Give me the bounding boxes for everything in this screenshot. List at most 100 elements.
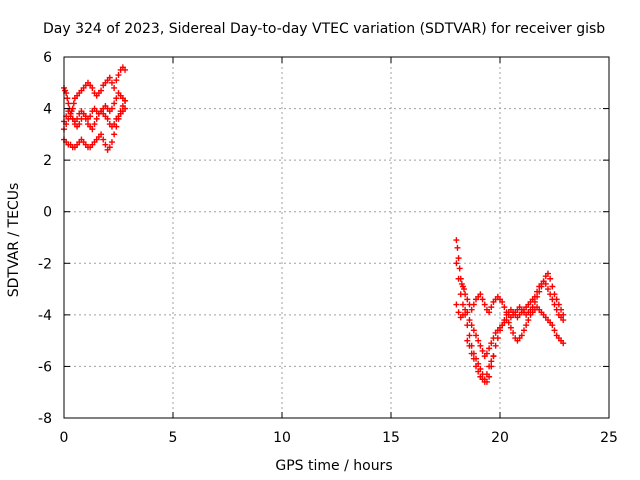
data-point bbox=[473, 332, 480, 339]
data-point bbox=[113, 123, 120, 130]
data-point bbox=[119, 102, 126, 109]
data-point bbox=[98, 131, 105, 138]
data-point bbox=[455, 309, 462, 316]
data-point bbox=[494, 335, 501, 342]
data-point bbox=[117, 108, 124, 115]
data-point bbox=[111, 131, 118, 138]
data-point bbox=[475, 368, 482, 375]
data-point bbox=[501, 304, 508, 311]
data-point bbox=[544, 286, 551, 293]
data-point bbox=[475, 337, 482, 344]
data-point bbox=[108, 105, 115, 112]
data-point bbox=[106, 144, 113, 151]
data-point bbox=[122, 66, 129, 73]
data-point bbox=[507, 324, 514, 331]
data-point bbox=[466, 317, 473, 324]
data-point bbox=[501, 317, 508, 324]
data-point bbox=[454, 244, 461, 251]
x-tick-label: 10 bbox=[273, 430, 291, 446]
data-point bbox=[523, 322, 530, 329]
y-axis-label: SDTVAR / TECUs bbox=[6, 183, 22, 298]
data-point bbox=[462, 311, 469, 318]
data-point bbox=[518, 332, 525, 339]
data-point bbox=[111, 84, 118, 91]
data-point bbox=[82, 115, 89, 122]
data-point bbox=[464, 337, 471, 344]
data-point bbox=[551, 301, 558, 308]
x-tick-label: 5 bbox=[169, 430, 178, 446]
data-point bbox=[534, 288, 541, 295]
data-point bbox=[113, 77, 120, 84]
data-point bbox=[76, 121, 83, 128]
data-point bbox=[115, 72, 122, 79]
data-point bbox=[89, 84, 96, 91]
data-point bbox=[65, 100, 72, 107]
data-point bbox=[542, 280, 549, 287]
y-tick-label: 6 bbox=[43, 50, 52, 66]
data-point bbox=[549, 296, 556, 303]
data-point bbox=[488, 358, 495, 365]
data-point bbox=[464, 322, 471, 329]
data-point bbox=[481, 301, 488, 308]
data-point bbox=[481, 378, 488, 385]
data-point bbox=[459, 301, 466, 308]
data-point bbox=[80, 110, 87, 117]
data-point bbox=[479, 347, 486, 354]
data-point bbox=[499, 298, 506, 305]
data-point bbox=[87, 113, 94, 120]
data-point bbox=[470, 355, 477, 362]
data-point bbox=[510, 329, 517, 336]
data-point bbox=[547, 291, 554, 298]
data-point bbox=[468, 350, 475, 357]
y-tick-label: -8 bbox=[38, 411, 52, 427]
series-0 bbox=[61, 64, 129, 153]
data-point bbox=[455, 275, 462, 282]
data-point bbox=[115, 115, 122, 122]
data-point bbox=[470, 327, 477, 334]
data-point bbox=[69, 105, 76, 112]
data-point bbox=[488, 304, 495, 311]
data-point bbox=[455, 255, 462, 262]
y-tick-label: 4 bbox=[43, 102, 52, 118]
data-point bbox=[453, 237, 460, 244]
data-point bbox=[551, 327, 558, 334]
data-point bbox=[69, 115, 76, 122]
data-point bbox=[479, 296, 486, 303]
data-point bbox=[544, 270, 551, 277]
data-point bbox=[89, 126, 96, 133]
data-point bbox=[525, 317, 532, 324]
y-tick-label: -2 bbox=[38, 256, 52, 272]
data-point bbox=[470, 301, 477, 308]
data-point bbox=[453, 301, 460, 308]
data-point bbox=[464, 296, 471, 303]
data-point bbox=[486, 309, 493, 316]
data-point bbox=[560, 340, 567, 347]
data-point bbox=[531, 293, 538, 300]
data-point bbox=[106, 74, 113, 81]
series-1 bbox=[453, 237, 567, 385]
data-point bbox=[102, 141, 109, 148]
data-point bbox=[468, 306, 475, 313]
chart-title: Day 324 of 2023, Sidereal Day-to-day VTE… bbox=[43, 21, 605, 37]
data-point bbox=[477, 342, 484, 349]
data-point bbox=[104, 115, 111, 122]
y-tick-label: -6 bbox=[38, 359, 52, 375]
data-point bbox=[100, 136, 107, 143]
data-point bbox=[486, 363, 493, 370]
data-point bbox=[70, 100, 77, 107]
grid-lines bbox=[64, 57, 609, 418]
y-tick-label: -4 bbox=[38, 308, 52, 324]
data-point bbox=[499, 322, 506, 329]
data-point bbox=[93, 115, 100, 122]
data-point bbox=[113, 95, 120, 102]
data-point bbox=[549, 322, 556, 329]
data-point bbox=[492, 342, 499, 349]
data-point bbox=[483, 350, 490, 357]
data-point bbox=[111, 100, 118, 107]
data-point bbox=[490, 353, 497, 360]
y-tick-label: 0 bbox=[43, 205, 52, 221]
data-point bbox=[466, 332, 473, 339]
data-point bbox=[466, 342, 473, 349]
plot-frame bbox=[63, 56, 610, 419]
